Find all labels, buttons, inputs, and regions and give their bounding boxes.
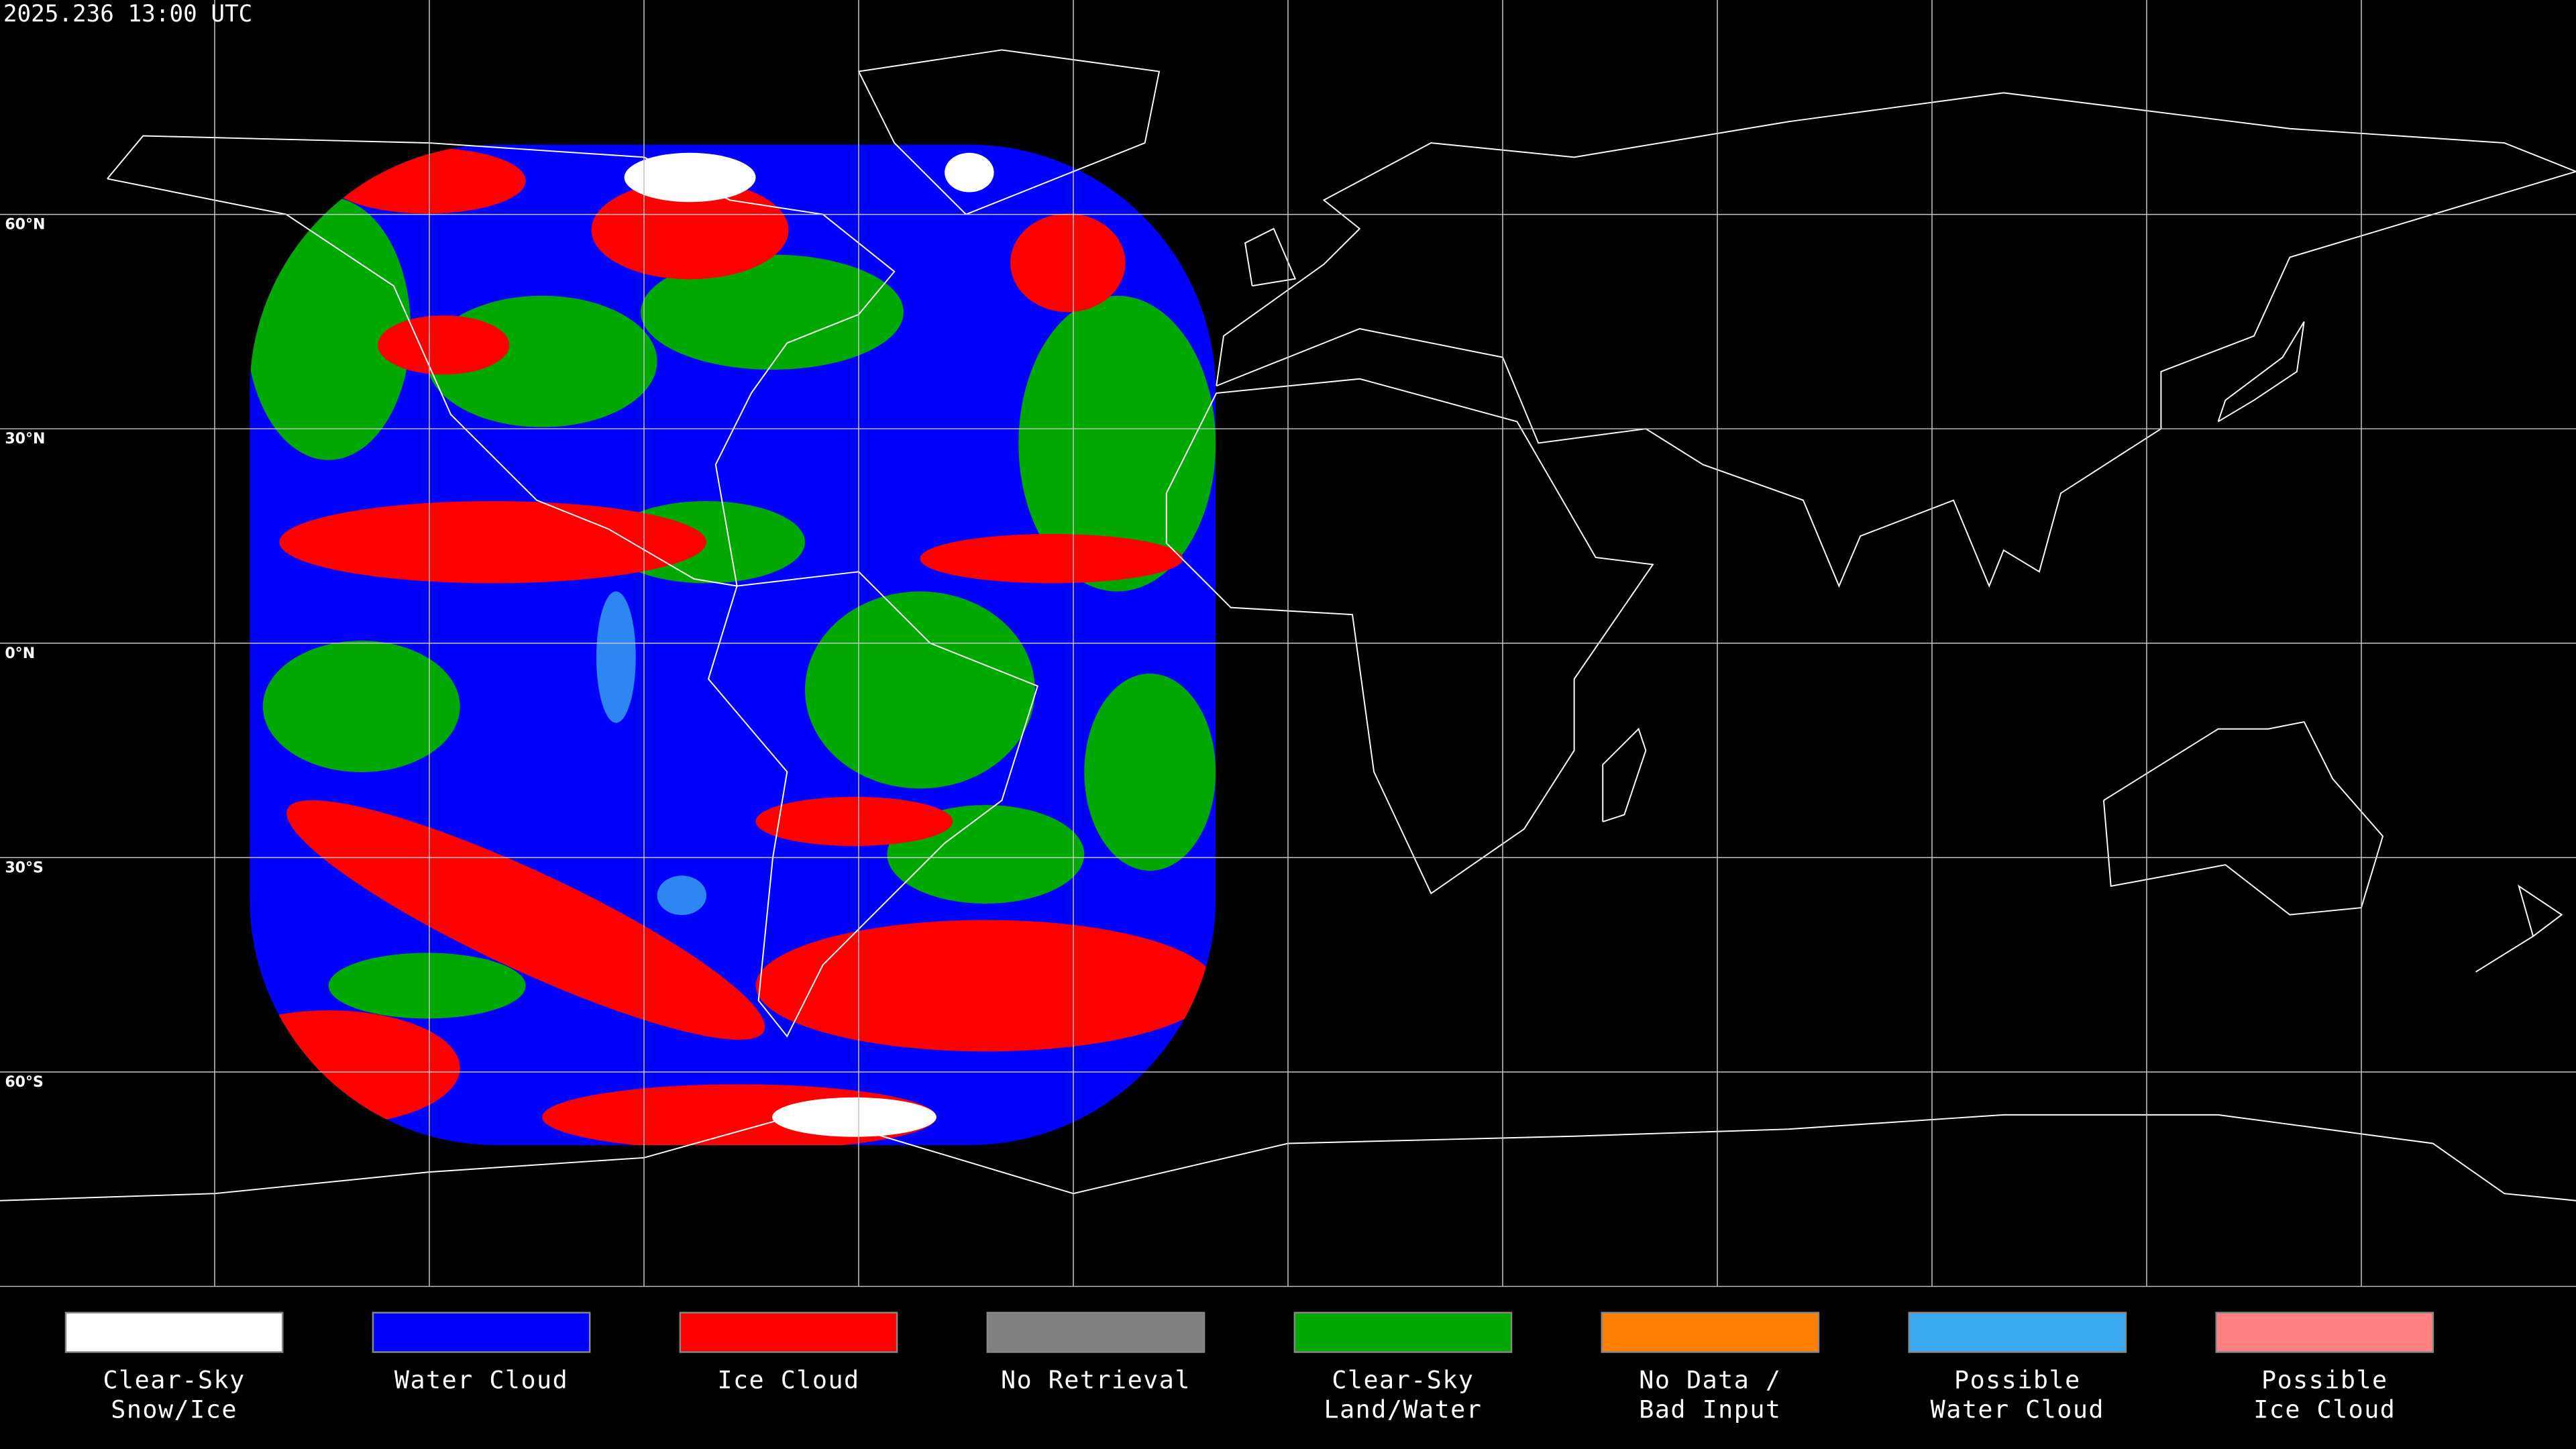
- graticule: [0, 0, 2576, 1287]
- legend-swatch: [1908, 1311, 2127, 1353]
- lat-label: 0°N: [5, 645, 35, 662]
- legend-swatch: [1601, 1311, 1820, 1353]
- legend-label: No Retrieval: [1001, 1365, 1191, 1394]
- coastline: [1165, 378, 1654, 895]
- coastline: [1216, 92, 2576, 588]
- legend-swatch: [679, 1311, 898, 1353]
- lat-label: 60°N: [5, 217, 45, 233]
- legend-swatch: [1293, 1311, 1513, 1353]
- coastline: [1244, 227, 1297, 287]
- legend-label: Land/Water: [1324, 1395, 1483, 1424]
- legend-label: Ice Cloud: [717, 1365, 859, 1394]
- legend-swatch: [2215, 1311, 2434, 1353]
- timestamp: 2025.236 13:00 UTC: [3, 1, 252, 28]
- coastline: [2102, 720, 2384, 916]
- legend-label: Water Cloud: [1931, 1395, 2104, 1424]
- cloud-phase-imagery: [250, 144, 1216, 1145]
- legend-swatch: [372, 1311, 591, 1353]
- legend-label: Clear-Sky: [103, 1365, 245, 1394]
- legend-label: Clear-Sky: [1332, 1365, 1474, 1394]
- legend-label: Possible: [2261, 1365, 2388, 1394]
- coastline: [707, 571, 1038, 1038]
- coastline: [2475, 884, 2563, 973]
- legend-label: Ice Cloud: [2253, 1395, 2396, 1424]
- lat-label: 30°S: [5, 859, 44, 876]
- legend-label: Possible: [1954, 1365, 2081, 1394]
- legend-label: Bad Input: [1639, 1395, 1781, 1424]
- coastline: [1602, 727, 1647, 822]
- lat-labels: 60°N 30°N 0°N 30°S 60°S: [5, 217, 45, 1091]
- lat-label: 60°S: [5, 1074, 44, 1091]
- legend-swatch: [986, 1311, 1205, 1353]
- legend-label: Water Cloud: [394, 1365, 568, 1394]
- coastline: [857, 49, 1161, 215]
- legend-label: Snow/Ice: [111, 1395, 237, 1424]
- coastline: [2217, 321, 2305, 423]
- lat-label: 30°N: [5, 431, 45, 447]
- legend-label: No Data /: [1639, 1365, 1781, 1394]
- legend-swatch: [64, 1311, 284, 1353]
